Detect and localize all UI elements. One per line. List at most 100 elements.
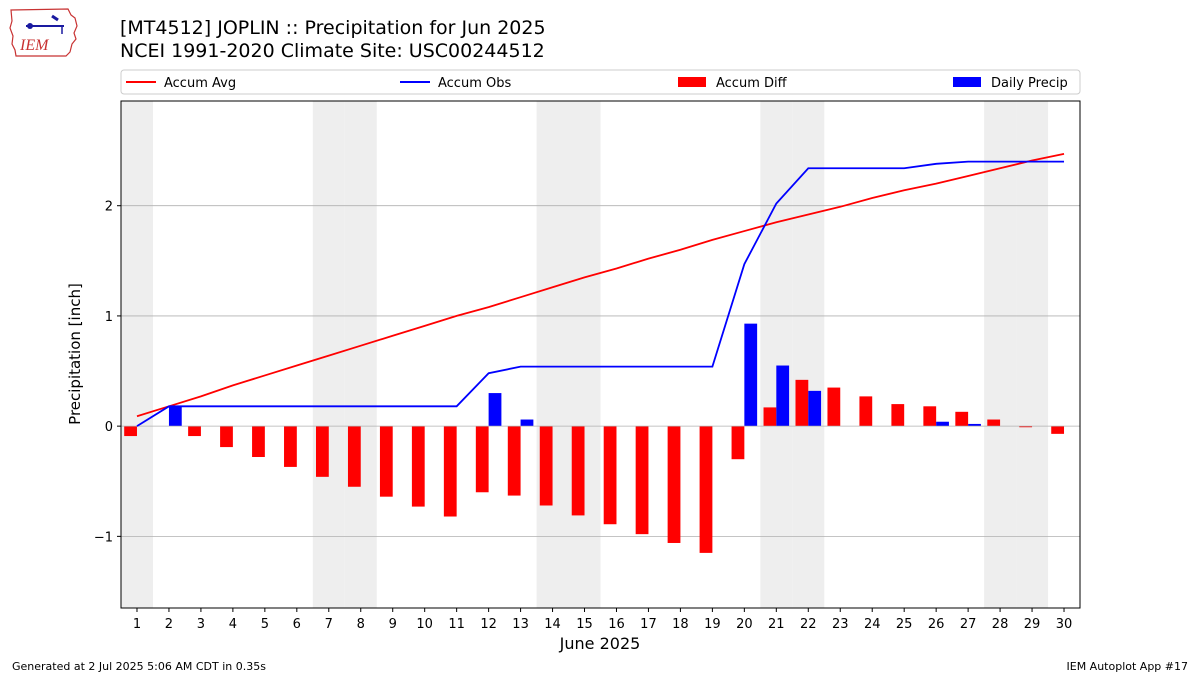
y-tick-label: 1 bbox=[105, 310, 113, 325]
x-tick-label: 14 bbox=[544, 617, 561, 632]
logo-text: IEM bbox=[19, 37, 50, 54]
accum-diff-bar bbox=[443, 426, 457, 517]
x-tick-label: 28 bbox=[992, 617, 1009, 632]
x-tick-label: 20 bbox=[736, 617, 753, 632]
accum-diff-bar bbox=[347, 426, 361, 487]
weekend-band bbox=[792, 101, 825, 608]
accum-diff-bar bbox=[1051, 426, 1065, 434]
x-tick-label: 11 bbox=[448, 617, 465, 632]
x-axis-label: June 2025 bbox=[559, 634, 641, 653]
x-tick-label: 7 bbox=[325, 617, 333, 632]
weekend-band bbox=[568, 101, 601, 608]
x-tick-label: 6 bbox=[293, 617, 301, 632]
weekend-band bbox=[121, 101, 153, 608]
accum-diff-bar bbox=[731, 426, 745, 460]
daily-precip-bar bbox=[744, 323, 758, 427]
accum-diff-bar bbox=[763, 407, 777, 427]
x-tick-label: 3 bbox=[197, 617, 205, 632]
legend-accum-avg-label: Accum Avg bbox=[164, 76, 236, 91]
weekend-band bbox=[536, 101, 569, 608]
x-axis: 1 2 3 4 5 6 7 8 9 10 11 12 13 14 15 16 17 18 19 20 21 22 23 24 2… bbox=[133, 608, 1072, 632]
iowa-state-outline-icon: IEM bbox=[9, 8, 78, 57]
x-tick-label: 22 bbox=[800, 617, 817, 632]
x-tick-label: 10 bbox=[416, 617, 433, 632]
x-tick-label: 18 bbox=[672, 617, 689, 632]
accum-diff-bar bbox=[252, 426, 265, 458]
plot-frame bbox=[120, 100, 1081, 609]
x-tick-label: 26 bbox=[928, 617, 945, 632]
chart-subtitle: NCEI 1991-2020 Climate Site: USC00244512 bbox=[120, 40, 545, 62]
daily-precip-bar bbox=[808, 390, 822, 427]
accum-diff-bar bbox=[1019, 426, 1033, 428]
x-tick-label: 27 bbox=[960, 617, 977, 632]
x-tick-label: 8 bbox=[357, 617, 365, 632]
accum-diff-bar bbox=[539, 426, 553, 506]
accum-diff-bar bbox=[220, 426, 233, 448]
x-tick-label: 13 bbox=[512, 617, 529, 632]
weekend-band bbox=[344, 101, 377, 608]
lines bbox=[136, 153, 1065, 427]
legend-accum-diff-label: Accum Diff bbox=[716, 76, 788, 91]
weekend-band bbox=[1016, 101, 1049, 608]
daily-precip-bar bbox=[776, 365, 790, 427]
iem-logo: IEM bbox=[8, 6, 80, 58]
accum-diff-bar bbox=[827, 387, 841, 427]
x-tick-label: 19 bbox=[704, 617, 721, 632]
accum-diff-bar bbox=[859, 396, 873, 427]
app-credit: IEM Autoplot App #17 bbox=[1066, 660, 1189, 673]
accum-diff-bar bbox=[667, 426, 681, 543]
x-tick-label: 1 bbox=[133, 617, 141, 632]
accum-diff-bar bbox=[699, 426, 713, 553]
x-tick-label: 24 bbox=[864, 617, 881, 632]
accum-diff-bar bbox=[411, 426, 425, 507]
grid-lines bbox=[121, 205, 1080, 537]
weekend-band bbox=[312, 101, 345, 608]
x-tick-label: 25 bbox=[896, 617, 913, 632]
accum-diff-bar bbox=[571, 426, 585, 516]
bars bbox=[124, 323, 1065, 553]
chart-title: [MT4512] JOPLIN :: Precipitation for Jun… bbox=[120, 17, 546, 39]
x-tick-label: 21 bbox=[768, 617, 785, 632]
legend-daily-precip-label: Daily Precip bbox=[991, 76, 1068, 91]
legend-daily-precip-swatch bbox=[953, 77, 981, 87]
y-axis-label: Precipitation [inch] bbox=[66, 283, 84, 425]
accum-diff-bar bbox=[795, 379, 809, 427]
accum-diff-bar bbox=[891, 404, 905, 427]
x-tick-label: 17 bbox=[640, 617, 657, 632]
accum-diff-bar bbox=[987, 419, 1001, 427]
daily-precip-bar bbox=[488, 393, 502, 427]
legend: Accum Avg Accum Obs Accum Diff Daily Precip bbox=[120, 69, 1081, 95]
legend-box bbox=[120, 69, 1081, 95]
weekend-shading bbox=[121, 101, 1049, 608]
x-tick-label: 29 bbox=[1024, 617, 1041, 632]
x-tick-label: 5 bbox=[261, 617, 269, 632]
x-tick-label: 30 bbox=[1056, 617, 1073, 632]
legend-accum-obs-label: Accum Obs bbox=[438, 76, 511, 91]
accum-diff-bar bbox=[507, 426, 521, 496]
accum-obs-line bbox=[136, 160, 1065, 427]
x-tick-label: 16 bbox=[608, 617, 625, 632]
accum-diff-bar bbox=[635, 426, 649, 535]
x-tick-label: 9 bbox=[389, 617, 397, 632]
accum-diff-bar bbox=[603, 426, 617, 525]
accum-diff-bar bbox=[315, 426, 329, 477]
accum-diff-bar bbox=[955, 411, 969, 427]
accum-diff-bar bbox=[923, 406, 937, 427]
x-tick-label: 2 bbox=[165, 617, 173, 632]
x-tick-label: 12 bbox=[480, 617, 497, 632]
daily-precip-bar bbox=[520, 419, 534, 427]
accum-diff-bar bbox=[475, 426, 489, 493]
y-tick-label: −1 bbox=[94, 530, 113, 545]
y-tick-label: 0 bbox=[105, 420, 113, 435]
y-axis: −1 0 1 2 bbox=[94, 200, 121, 545]
daily-precip-bar bbox=[936, 421, 949, 427]
y-tick-label: 2 bbox=[105, 200, 113, 215]
x-tick-label: 15 bbox=[576, 617, 593, 632]
accum-diff-bar bbox=[188, 426, 201, 437]
weekend-band bbox=[760, 101, 793, 608]
x-tick-label: 23 bbox=[832, 617, 849, 632]
accum-diff-bar bbox=[124, 426, 137, 437]
weekend-band bbox=[984, 101, 1017, 608]
daily-precip-bar bbox=[968, 423, 981, 427]
